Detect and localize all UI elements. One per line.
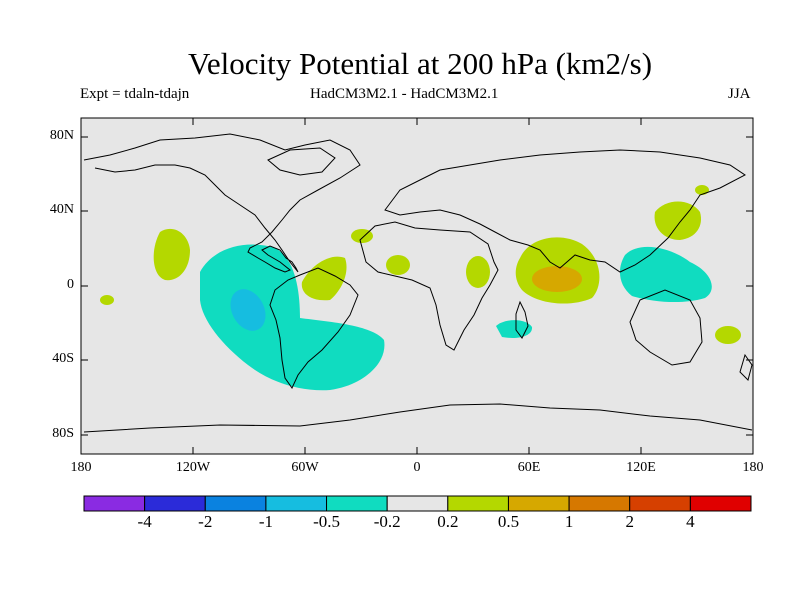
africa-coast [359,221,499,351]
antarctica-coast [83,403,753,433]
experiment-label: Expt = tdaln-tdajn [80,86,190,102]
colorbar-swatch [629,495,691,512]
east-pacific-negative-area [200,244,385,391]
colorbar-swatch [568,495,631,512]
colorbar-label: 0.2 [437,512,459,531]
north-pacific-positive-area [153,228,190,281]
colorbar-label: 0.5 [497,512,520,531]
australia-coast [629,289,703,366]
west-pacific-negative-area [619,246,712,303]
central-pacific-positive-area [100,295,114,305]
positive-anomaly-regions [100,185,741,344]
season-label: JJA [728,86,751,102]
colorbar-swatch [326,495,388,512]
lat-label-40n: 40N [49,202,74,217]
madagascar-coast [515,300,529,339]
lon-label-120e: 120E [626,460,656,475]
colorbar-label: -0.5 [313,512,340,531]
colorbar-label: -1 [258,512,273,531]
lat-label-80s: 80S [52,426,74,441]
new-zealand-coast [739,353,753,381]
colorbar-swatch [689,495,752,512]
colorbar [83,495,752,512]
south-america-coast [269,267,359,389]
lon-label-180-left: 180 [70,460,92,475]
lat-label-0: 0 [67,277,74,292]
colorbar-label: -0.2 [373,512,401,531]
model-label: HadCM3M2.1 - HadCM3M2.1 [310,86,499,102]
colorbar-label: -4 [137,512,152,531]
lon-label-60w: 60W [291,460,319,475]
colorbar-swatch [507,495,570,512]
lon-label-180-right: 180 [742,460,764,475]
southwest-pacific-positive-area [715,326,741,344]
colorbar-swatch [83,495,146,512]
negative-anomaly-regions [200,244,712,391]
madagascar-negative-area [496,320,533,338]
lon-label-120w: 120W [175,460,211,475]
kamchatka-positive-area [695,185,709,195]
colorbar-swatch [447,495,509,512]
axis-ticks [81,118,753,454]
colorbar-label: 4 [686,512,695,531]
colorbar-label: 2 [625,512,634,531]
colorbar-swatch [144,495,206,512]
north-america-coast [83,133,361,273]
tropical-atlantic-positive-area [301,256,347,301]
lon-label-60e: 60E [517,460,541,475]
colorbar-swatch [265,495,328,512]
indian-ocean-maximum-area [532,266,582,292]
greenland-coast [267,147,336,176]
east-pacific-minimum-area [230,289,266,331]
colorbar-label: 1 [564,512,574,531]
colorbar-label: -2 [198,512,213,531]
map-title: Velocity Potential at 200 hPa (km2/s) [187,46,653,81]
lat-label-40s: 40S [52,351,74,366]
coastlines [83,133,753,433]
eurasia-coast [384,149,746,273]
lat-label-80n: 80N [49,128,74,143]
colorbar-swatch [386,495,449,512]
lon-label-0: 0 [413,460,421,475]
colorbar-swatch [204,495,267,512]
west-africa-positive-area [386,255,410,275]
east-africa-positive-area [466,256,490,288]
